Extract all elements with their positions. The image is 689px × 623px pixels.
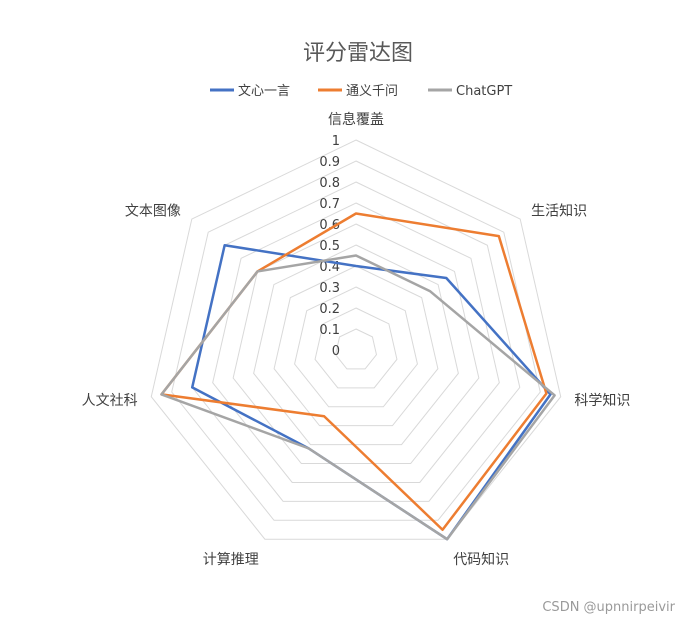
series-line <box>160 254 556 541</box>
grid-ring <box>273 265 439 427</box>
axis-label: 文本图像 <box>125 203 181 219</box>
tick-label: 0.3 <box>319 281 340 296</box>
grid-ring <box>232 223 480 465</box>
series-lines <box>160 212 556 541</box>
tick-label: 0.1 <box>319 323 340 338</box>
tick-label: 0.7 <box>319 197 340 212</box>
radar-grid <box>150 139 562 540</box>
axis-label: 信息覆盖 <box>328 111 384 128</box>
radial-tick-labels: 00.10.20.30.40.50.60.70.80.91 <box>319 134 340 359</box>
legend: 文心一言 通义千问 ChatGPT <box>210 84 512 99</box>
axis-label: 科学知识 <box>574 392 630 409</box>
tick-label: 0.2 <box>319 302 340 317</box>
grid-ring <box>212 202 500 483</box>
axis-label: 生活知识 <box>531 202 587 219</box>
axis-label: 人文社科 <box>82 393 138 409</box>
tick-label: 1 <box>332 134 340 149</box>
series-line <box>190 244 552 541</box>
axis-label: 计算推理 <box>203 552 259 568</box>
tick-label: 0 <box>332 344 340 359</box>
grid-ring <box>150 139 562 540</box>
grid-ring <box>314 307 398 389</box>
tick-label: 0.9 <box>319 155 340 170</box>
grid-ring <box>294 286 418 408</box>
watermark: CSDN @upnnirpeivir <box>542 600 675 615</box>
chart-title: 评分雷达图 <box>303 41 413 66</box>
tick-label: 0.5 <box>319 239 340 254</box>
legend-label: 文心一言 <box>238 84 290 99</box>
legend-label: 通义千问 <box>346 84 398 99</box>
tick-label: 0.8 <box>319 176 340 191</box>
tick-label: 0.6 <box>319 218 340 233</box>
axis-label: 代码知识 <box>453 551 509 568</box>
grid-ring <box>334 328 378 370</box>
legend-label: ChatGPT <box>456 84 512 99</box>
grid-ring <box>171 160 541 521</box>
